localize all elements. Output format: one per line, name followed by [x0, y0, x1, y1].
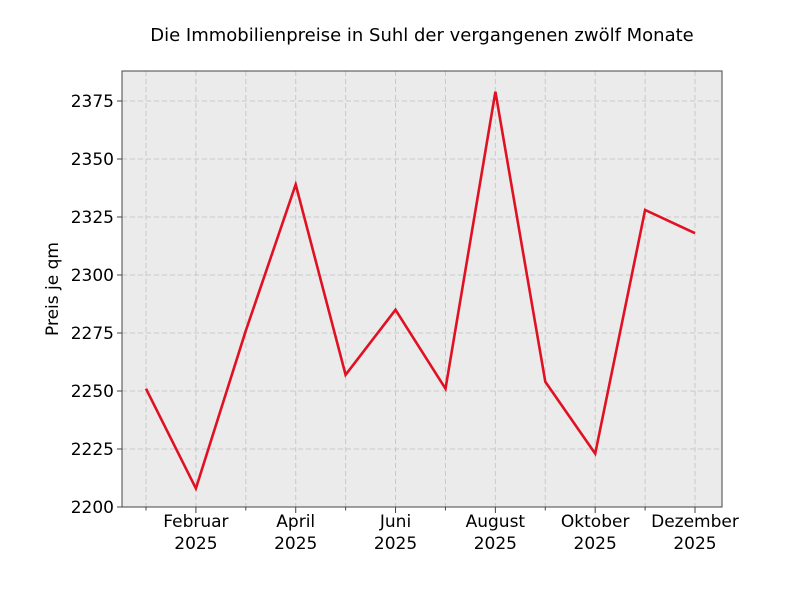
price-line	[144, 91, 696, 492]
y-tick-label: 2275	[71, 324, 114, 344]
plot-border	[121, 70, 723, 508]
chart-title: Die Immobilienpreise in Suhl der vergang…	[150, 25, 694, 46]
y-tick-label: 2225	[71, 440, 114, 460]
y-tick-label: 2350	[71, 150, 114, 170]
y-tick-label: 2200	[71, 498, 114, 518]
x-tick-label: Juni 2025	[374, 512, 417, 554]
x-tick-label: August 2025	[466, 512, 526, 554]
plot-background	[122, 71, 722, 507]
y-tick-label: 2325	[71, 208, 114, 228]
y-tick-label: 2250	[71, 382, 114, 402]
x-tick-label: Dezember 2025	[651, 512, 739, 554]
x-tick-label: Oktober 2025	[561, 512, 630, 554]
x-tick-label: Februar 2025	[163, 512, 228, 554]
y-tick-label: 2375	[71, 92, 114, 112]
x-tick-label: April 2025	[274, 512, 317, 554]
y-tick-label: 2300	[71, 266, 114, 286]
